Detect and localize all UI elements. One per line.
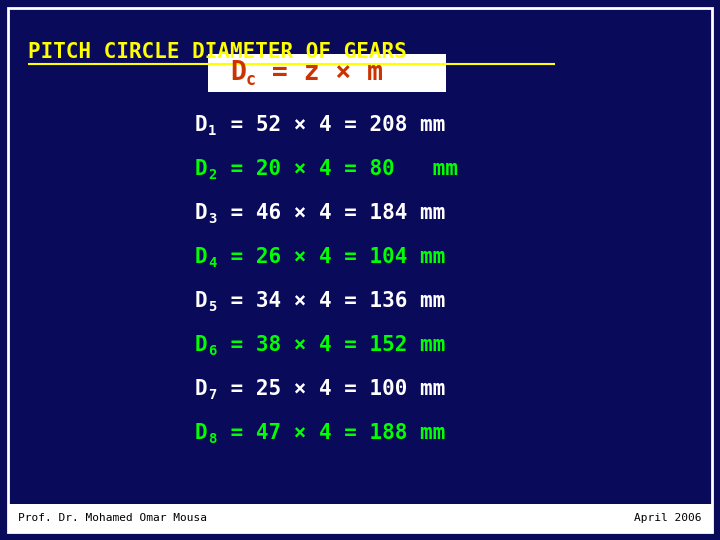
- Text: PITCH CIRCLE DIAMETER OF GEARS: PITCH CIRCLE DIAMETER OF GEARS: [28, 42, 407, 62]
- Text: 7: 7: [208, 388, 217, 402]
- FancyBboxPatch shape: [208, 54, 446, 92]
- Text: = 46 × 4 = 184 mm: = 46 × 4 = 184 mm: [218, 203, 445, 223]
- Text: D: D: [195, 159, 207, 179]
- Text: April 2006: April 2006: [634, 513, 702, 523]
- Text: = 38 × 4 = 152 mm: = 38 × 4 = 152 mm: [218, 335, 445, 355]
- Text: = 47 × 4 = 188 mm: = 47 × 4 = 188 mm: [218, 423, 445, 443]
- FancyBboxPatch shape: [8, 504, 712, 532]
- Text: = 52 × 4 = 208 mm: = 52 × 4 = 208 mm: [218, 115, 445, 135]
- Text: c: c: [246, 71, 256, 89]
- Text: = 26 × 4 = 104 mm: = 26 × 4 = 104 mm: [218, 247, 445, 267]
- Text: = z × m: = z × m: [256, 60, 383, 86]
- Text: 6: 6: [208, 344, 217, 358]
- Text: D: D: [195, 291, 207, 311]
- Text: D: D: [195, 379, 207, 399]
- Text: 8: 8: [208, 432, 217, 446]
- Text: D: D: [195, 203, 207, 223]
- Text: 1: 1: [208, 124, 217, 138]
- Text: 3: 3: [208, 212, 217, 226]
- Text: D: D: [195, 335, 207, 355]
- FancyBboxPatch shape: [8, 8, 712, 532]
- Text: = 25 × 4 = 100 mm: = 25 × 4 = 100 mm: [218, 379, 445, 399]
- Text: 5: 5: [208, 300, 217, 314]
- Text: D: D: [195, 115, 207, 135]
- Text: Prof. Dr. Mohamed Omar Mousa: Prof. Dr. Mohamed Omar Mousa: [18, 513, 207, 523]
- Text: D: D: [195, 423, 207, 443]
- Text: 2: 2: [208, 168, 217, 182]
- Text: D: D: [230, 60, 246, 86]
- Text: = 34 × 4 = 136 mm: = 34 × 4 = 136 mm: [218, 291, 445, 311]
- Text: D: D: [195, 247, 207, 267]
- Text: 4: 4: [208, 256, 217, 270]
- Text: = 20 × 4 = 80   mm: = 20 × 4 = 80 mm: [218, 159, 458, 179]
